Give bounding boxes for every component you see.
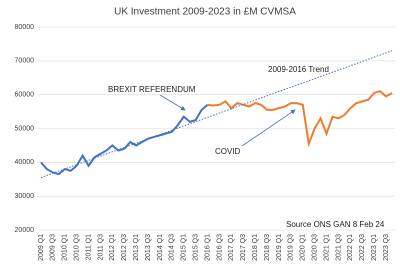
y-tick-label: 50000 [15,125,35,132]
x-tick-label: 2017 Q1 [228,234,235,261]
x-tick-label: 2022 Q1 [347,234,354,261]
x-tick-label: 2011 Q3 [97,234,104,260]
x-tick-label: 2012 Q3 [121,234,128,261]
x-tick-label: 2020 Q3 [312,234,319,261]
y-tick-label: 60000 [15,92,35,99]
x-tick-label: 2018 Q3 [264,234,271,261]
x-tick-label: 2023 Q1 [371,234,378,261]
x-tick-label: 2015 Q1 [181,234,188,261]
annotation: COVID [215,147,241,156]
x-tick-label: 2022 Q3 [359,234,366,261]
annotation: BREXIT REFERENDUM [108,85,196,94]
chart-title: UK Investment 2009-2023 in £M CVMSA [114,7,296,18]
x-tick-label: 2016 Q3 [216,234,223,261]
x-tick-label: 2014 Q3 [169,234,176,261]
x-tick-label: 2013 Q3 [145,234,152,261]
x-tick-label: 2011 Q1 [85,234,92,260]
x-tick-label: 2014 Q1 [157,234,164,261]
annotation: Source ONS GAN 8 Feb 24 [286,220,385,229]
x-tick-label: 2010 Q1 [62,234,69,261]
x-tick-label: 2010 Q3 [74,234,81,261]
x-tick-label: 2017 Q3 [240,234,247,261]
x-tick-label: 2009 Q3 [50,234,57,261]
y-tick-label: 40000 [15,159,35,166]
annotation-arrow [241,109,296,147]
x-tick-label: 2023 Q3 [383,234,390,261]
y-tick-label: 80000 [15,24,35,31]
x-tick-label: 2020 Q1 [300,234,307,261]
x-tick-label: 2019 Q1 [276,234,283,261]
y-tick-label: 70000 [15,58,35,65]
x-tick-label: 2021 Q3 [335,234,342,261]
x-tick-label: 2013 Q1 [133,234,140,261]
x-tick-label: 2009 Q1 [38,234,45,261]
trend-label: 2009-2016 Trend [268,65,329,74]
y-tick-label: 20000 [15,227,35,234]
x-tick-label: 2019 Q3 [288,234,295,261]
y-tick-label: 30000 [15,193,35,200]
series-line [207,90,393,148]
trend-line [40,50,393,179]
x-tick-label: 2012 Q1 [109,234,116,261]
x-tick-label: 2021 Q1 [323,234,330,261]
annotation-arrow [159,94,186,111]
x-tick-label: 2015 Q3 [193,234,200,261]
x-tick-label: 2018 Q1 [252,234,259,261]
x-tick-label: 2016 Q1 [204,234,211,261]
series-line [40,104,209,176]
